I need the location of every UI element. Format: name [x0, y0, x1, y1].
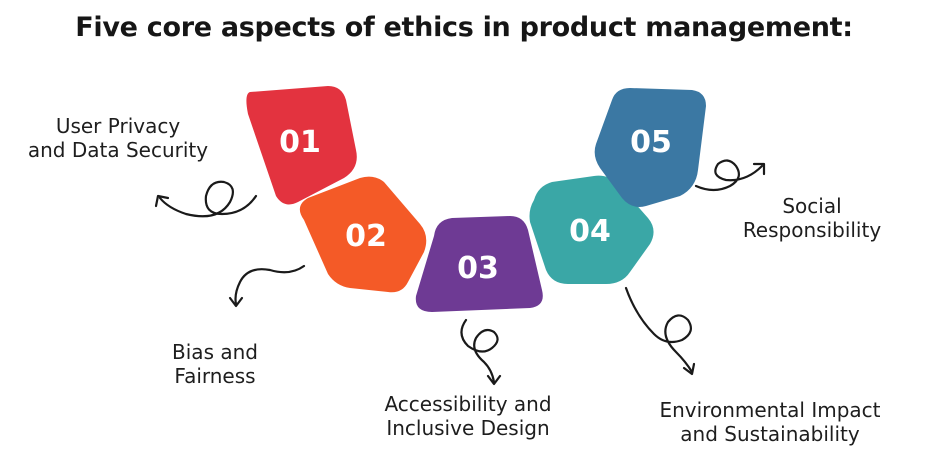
page-title: Five core aspects of ethics in product m…	[75, 12, 853, 43]
arrowhead-03	[486, 374, 502, 386]
step-03-number: 03	[457, 251, 499, 286]
arrow-03	[460, 318, 499, 384]
arrow-05	[694, 159, 764, 192]
arrow-02	[234, 264, 306, 306]
step-01-shape: 01	[246, 86, 357, 205]
step-04-number: 04	[569, 214, 611, 249]
step-04-shape: 04	[529, 175, 654, 284]
step-05-number: 05	[630, 125, 672, 160]
step-02-number: 02	[345, 219, 387, 254]
step-02-shape: 02	[299, 176, 427, 293]
step-01-number: 01	[279, 125, 321, 160]
arrow-04	[624, 286, 694, 374]
arrowhead-04	[682, 362, 696, 376]
arrowhead-05	[752, 162, 766, 176]
label-social-responsibility: Social Responsibility	[742, 194, 882, 242]
label-user-privacy: User Privacy and Data Security	[27, 114, 209, 162]
step-05-shape: 05	[594, 88, 706, 207]
arrowhead-01	[154, 194, 170, 208]
arrowhead-02	[228, 296, 244, 308]
label-environmental: Environmental Impact and Sustainability	[659, 398, 881, 446]
arrow-01	[158, 180, 258, 218]
label-accessibility: Accessibility and Inclusive Design	[384, 392, 552, 440]
step-03-shape: 03	[415, 216, 543, 312]
label-bias-fairness: Bias and Fairness	[172, 340, 258, 388]
